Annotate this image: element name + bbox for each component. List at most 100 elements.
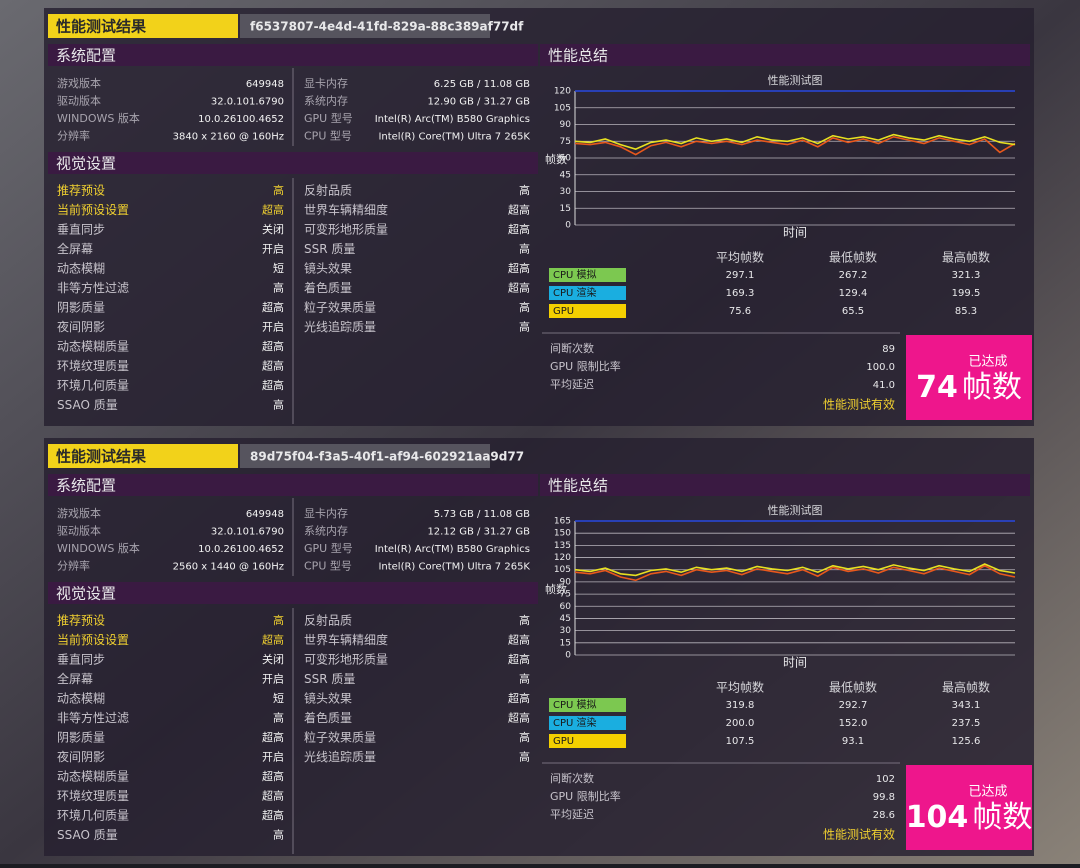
setting-label: 非等方性过滤 (57, 280, 129, 295)
y-tick-label: 30 (560, 187, 572, 197)
table-value: 169.3 (726, 288, 755, 299)
row-label: CPU 渲染 (553, 716, 597, 729)
setting-label: 游戏版本 (57, 506, 101, 520)
table-value: 343.1 (952, 700, 981, 711)
row-badge (549, 734, 626, 748)
stat-value: 41.0 (873, 380, 895, 391)
table-value: 107.5 (726, 736, 755, 747)
setting-value: 超高 (262, 378, 284, 392)
setting-value: 超高 (262, 769, 284, 783)
setting-value: 超高 (508, 652, 530, 666)
setting-label: 镜头效果 (304, 691, 352, 706)
y-tick-label: 0 (565, 221, 571, 231)
setting-value: 12.12 GB / 31.27 GB (427, 527, 530, 538)
setting-label: 可变形地形质量 (304, 222, 388, 237)
setting-label: 游戏版本 (57, 76, 101, 90)
data-line (574, 135, 1016, 156)
data-line (574, 133, 1016, 150)
table-value: 297.1 (726, 270, 755, 281)
setting-label: 驱动版本 (57, 524, 101, 538)
y-tick-label: 165 (554, 517, 571, 527)
table-value: 65.5 (842, 306, 864, 317)
setting-value: 10.0.26100.4652 (198, 114, 284, 125)
y-axis-label: 帧数 (545, 582, 567, 596)
stat-label: 间断次数 (550, 771, 594, 785)
setting-label: 粒子效果质量 (304, 300, 376, 315)
setting-label: 世界车辆精细度 (304, 202, 388, 217)
table-value: 237.5 (952, 718, 981, 729)
setting-value: 高 (273, 711, 284, 725)
y-tick-label: 15 (560, 638, 571, 648)
setting-value: 高 (273, 828, 284, 842)
badge-unit: 帧数 (972, 800, 1032, 835)
table-value: 200.0 (726, 718, 755, 729)
chart-title: 性能测试图 (768, 503, 823, 517)
run-id-box (240, 14, 490, 38)
setting-value: 短 (273, 691, 284, 705)
setting-label: 非等方性过滤 (57, 710, 129, 725)
setting-value: 超高 (262, 203, 284, 217)
stat-value: 89 (882, 344, 895, 355)
setting-value: 超高 (262, 359, 284, 373)
setting-label: 推荐预设 (57, 184, 105, 198)
setting-value: 超高 (262, 789, 284, 803)
setting-label: 推荐预设 (57, 614, 105, 628)
row-badge (549, 286, 626, 300)
row-badge (549, 716, 626, 730)
setting-label: GPU 型号 (304, 541, 353, 555)
table-value: 129.4 (839, 288, 868, 299)
y-tick-label: 30 (560, 626, 572, 636)
setting-value: 超高 (508, 222, 530, 236)
setting-label: 显卡内存 (304, 76, 348, 90)
setting-value: 超高 (262, 300, 284, 314)
section-header (48, 474, 538, 496)
y-tick-label: 0 (565, 651, 571, 661)
setting-value: 高 (519, 320, 530, 334)
setting-label: 反射品质 (304, 183, 352, 198)
setting-value: 高 (519, 672, 530, 686)
setting-value: 短 (273, 261, 284, 275)
setting-label: 环境几何质量 (57, 378, 129, 393)
setting-label: 着色质量 (304, 710, 352, 725)
setting-value: 649948 (246, 509, 284, 520)
badge-fps: 74 (916, 370, 958, 405)
setting-value: 超高 (508, 261, 530, 275)
table-value: 321.3 (952, 270, 981, 281)
stat-value: 28.6 (873, 810, 895, 821)
setting-label: 系统内存 (304, 94, 348, 108)
setting-label: 着色质量 (304, 280, 352, 295)
row-badge (549, 304, 626, 318)
setting-label: 镜头效果 (304, 261, 352, 276)
table-header: 最低帧数 (829, 680, 877, 695)
setting-label: 反射品质 (304, 613, 352, 628)
setting-value: 5.73 GB / 11.08 GB (434, 509, 530, 520)
setting-label: WINDOWS 版本 (57, 541, 140, 555)
setting-label: 垂直同步 (57, 223, 105, 237)
row-badge (549, 268, 626, 282)
status: 性能测试有效 (823, 827, 895, 842)
setting-label: 光线追踪质量 (304, 319, 376, 334)
row-label: GPU (553, 736, 574, 747)
run-id: f6537807-4e4d-41fd-829a-88c389af77df (250, 20, 524, 34)
section-header (48, 152, 538, 174)
badge-result: 104 帧数 (906, 800, 1033, 835)
x-axis-label: 时间 (783, 226, 807, 240)
panel-background (44, 8, 1034, 426)
setting-value: 超高 (262, 808, 284, 822)
result-badge (906, 335, 1032, 420)
setting-value: 高 (519, 300, 530, 314)
y-tick-label: 60 (560, 154, 572, 164)
section-title: 视觉设置 (56, 155, 116, 173)
setting-value: Intel(R) Core(TM) Ultra 7 265K (378, 132, 530, 143)
setting-value: 高 (273, 398, 284, 412)
setting-value: 开启 (262, 243, 284, 256)
table-value: 292.7 (839, 700, 868, 711)
setting-label: 全屏幕 (57, 671, 93, 686)
y-tick-label: 15 (560, 204, 571, 214)
setting-value: 超高 (262, 633, 284, 647)
setting-label: 动态模糊质量 (57, 769, 129, 784)
table-header: 最高帧数 (942, 250, 990, 265)
y-tick-label: 60 (560, 602, 572, 612)
setting-label: 分辨率 (57, 559, 90, 573)
setting-value: 高 (519, 613, 530, 627)
